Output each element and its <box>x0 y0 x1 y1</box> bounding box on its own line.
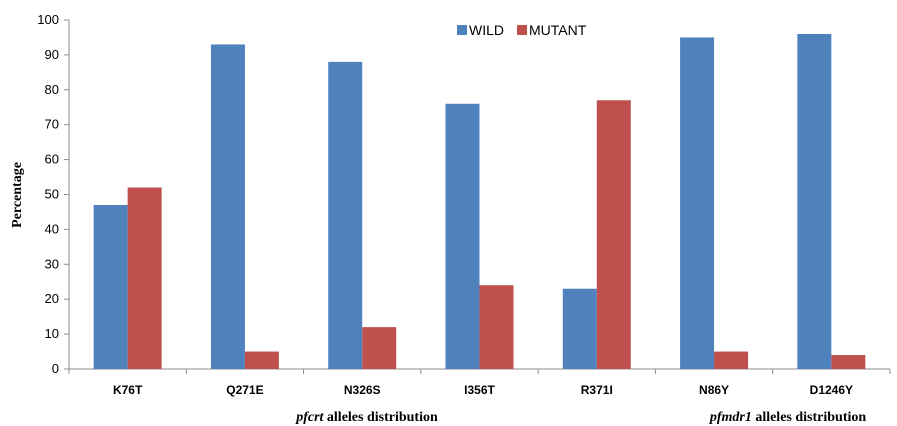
bar-mutant-k76t <box>127 187 162 369</box>
legend-swatch-wild <box>457 25 467 35</box>
group-label-pfcrt-suffix: alleles distribution <box>323 410 438 425</box>
legend: WILD MUTANT <box>457 22 587 38</box>
bar-wild-n86y <box>680 37 715 369</box>
y-tick-label: 0 <box>52 361 59 376</box>
group-label-pfmdr1-suffix: alleles distribution <box>752 410 867 425</box>
y-tick-label: 80 <box>45 82 59 97</box>
x-axis: K76T Q271E N326S I356T R371I N86Y D1246Y <box>68 368 891 397</box>
x-tick-label: R371I <box>581 383 613 397</box>
y-tick-label: 60 <box>45 152 59 167</box>
x-tick-label: D1246Y <box>810 383 853 397</box>
bar-mutant-n86y <box>714 351 749 369</box>
bar-mutant-d1246y <box>831 355 866 369</box>
bars <box>93 33 866 370</box>
group-label-pfmdr1: pfmdr1 alleles distribution <box>709 410 867 425</box>
bar-wild-n326s <box>328 61 363 369</box>
x-tick-label: N326S <box>344 383 381 397</box>
group-label-pfcrt: pfcrt alleles distribution <box>295 410 438 425</box>
x-tick-label: I356T <box>464 383 495 397</box>
legend-label-mutant: MUTANT <box>529 22 587 38</box>
bar-wild-d1246y <box>797 33 832 370</box>
y-axis-label: Percentage <box>10 162 25 228</box>
y-tick-label: 20 <box>45 291 59 306</box>
y-tick-label: 100 <box>37 12 59 27</box>
bar-wild-k76t <box>93 204 128 369</box>
bar-wild-r371i <box>562 288 597 369</box>
bar-wild-i356t <box>445 103 480 369</box>
y-tick-label: 50 <box>45 187 59 202</box>
group-label-pfcrt-gene: pfcrt <box>295 410 324 425</box>
bar-wild-q271e <box>210 44 245 370</box>
y-tick-label: 40 <box>45 221 59 236</box>
y-axis: 0 10 20 30 40 50 60 70 80 90 100 <box>37 12 70 376</box>
bar-mutant-n326s <box>362 327 397 369</box>
bar-mutant-i356t <box>479 285 514 369</box>
x-tick-label: Q271E <box>226 383 263 397</box>
y-tick-label: 30 <box>45 256 59 271</box>
y-tick-label: 10 <box>45 326 59 341</box>
y-tick-label: 70 <box>45 117 59 132</box>
legend-label-wild: WILD <box>469 22 504 38</box>
group-label-pfmdr1-gene: pfmdr1 <box>709 410 752 425</box>
x-tick-label: N86Y <box>699 383 729 397</box>
legend-swatch-mutant <box>517 25 527 35</box>
bar-mutant-r371i <box>596 100 631 370</box>
x-tick-label: K76T <box>113 383 143 397</box>
y-tick-label: 90 <box>45 47 59 62</box>
bar-mutant-q271e <box>244 351 279 369</box>
